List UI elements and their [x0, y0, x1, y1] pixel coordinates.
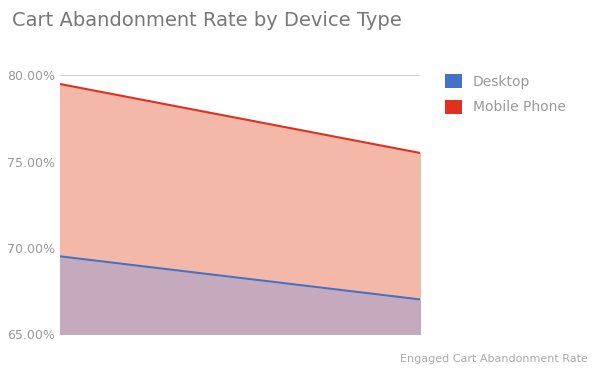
Legend: Desktop, Mobile Phone: Desktop, Mobile Phone: [445, 74, 566, 114]
Text: Engaged Cart Abandonment Rate: Engaged Cart Abandonment Rate: [400, 354, 588, 364]
Text: Cart Abandonment Rate by Device Type: Cart Abandonment Rate by Device Type: [12, 11, 402, 30]
